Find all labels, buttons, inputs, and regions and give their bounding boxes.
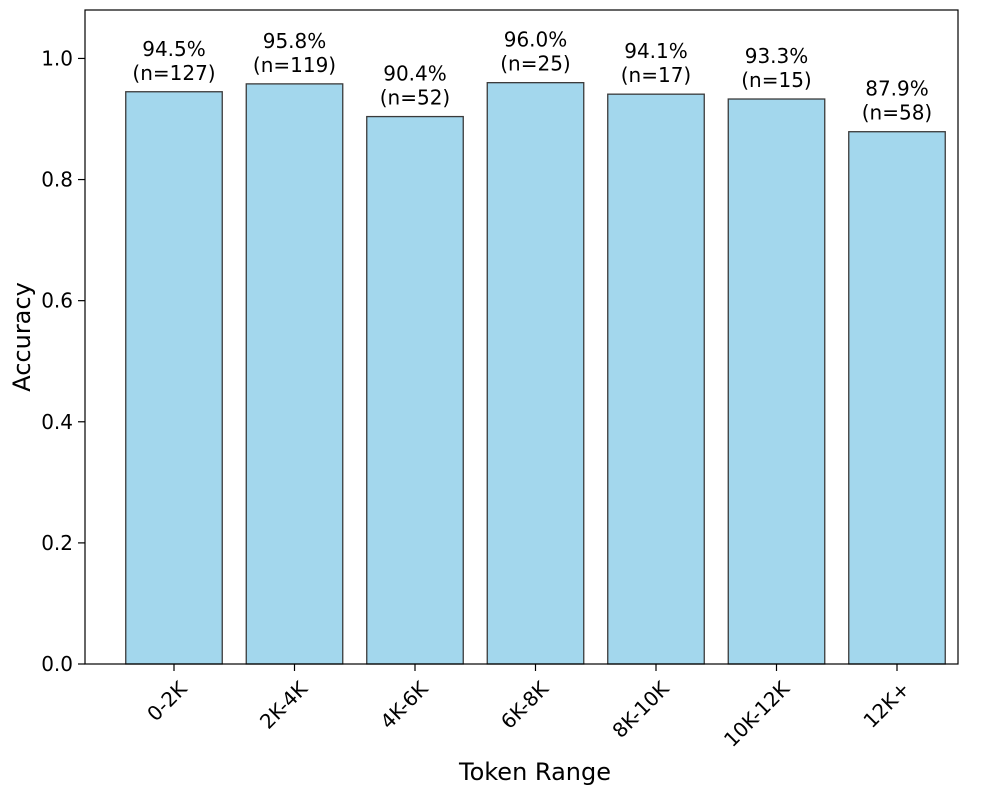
x-axis: 0-2K 2K-4K 4K-6K 6K-8K 8K-10K 10K-12K 12K+ [142, 664, 915, 752]
bar [125, 91, 223, 665]
x-tick-label: 10K-12K [719, 676, 795, 752]
y-tick-label: 1.0 [41, 46, 73, 70]
x-tick-label: 12K+ [858, 677, 914, 733]
bar-value-label: 94.5% [142, 37, 206, 61]
bar [727, 98, 826, 665]
bar-value-label: 96.0% [504, 28, 568, 52]
y-tick-label: 0.2 [41, 531, 73, 555]
y-tick-label: 0.8 [41, 168, 73, 192]
y-axis: 0.0 0.2 0.4 0.6 0.8 1.0 [41, 46, 85, 676]
bar [848, 131, 946, 665]
bar [486, 82, 585, 665]
y-tick-label: 0.4 [41, 410, 73, 434]
bar-value-label: 95.8% [263, 29, 327, 53]
y-tick-label: 0.6 [41, 289, 73, 313]
bar [607, 93, 705, 665]
bar-count-label: (n=127) [132, 61, 215, 85]
x-tick-label: 8K-10K [607, 676, 674, 743]
bar-value-label: 94.1% [624, 39, 688, 63]
y-tick-label: 0.0 [41, 652, 73, 676]
bars [125, 82, 946, 665]
bar-count-label: (n=15) [741, 68, 812, 92]
bar-count-label: (n=17) [621, 63, 692, 87]
bar [245, 83, 344, 665]
bar-count-label: (n=119) [253, 53, 336, 77]
plot-frame [84, 9, 959, 665]
bar-value-label: 87.9% [865, 77, 929, 101]
bar-value-label: 90.4% [383, 62, 447, 86]
x-tick-label: 6K-8K [496, 676, 554, 734]
x-axis-label: Token Range [458, 758, 611, 786]
bar-count-label: (n=25) [500, 52, 571, 76]
bar-labels: 94.5%(n=127) 95.8%(n=119) 90.4%(n=52) 96.0%… [132, 28, 932, 125]
bar-count-label: (n=52) [380, 86, 451, 110]
x-tick-label: 0-2K [142, 676, 192, 726]
x-tick-label: 4K-6K [375, 676, 433, 734]
y-axis-label: Accuracy [8, 282, 36, 392]
bar-count-label: (n=58) [862, 101, 933, 125]
x-tick-label: 2K-4K [255, 676, 313, 734]
bar-value-label: 93.3% [745, 44, 809, 68]
bar [366, 115, 464, 665]
